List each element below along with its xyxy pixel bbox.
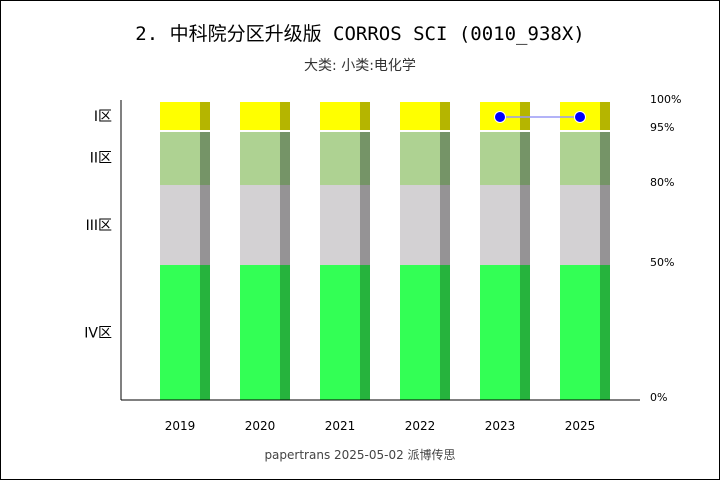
zone-label: IV区: [84, 326, 112, 342]
zone-label: III区: [86, 218, 112, 234]
bar-segment-side: [360, 185, 370, 265]
footer: papertrans 2025-05-02 派博传思: [264, 447, 455, 462]
bar-segment-side: [280, 265, 290, 400]
right-tick-label: 80%: [650, 176, 674, 189]
bar-segment-side: [280, 132, 290, 185]
x-tick-label: 2021: [325, 419, 356, 433]
bar-segment-side: [600, 132, 610, 185]
x-tick-label: 2022: [405, 419, 436, 433]
bar-segment-side: [360, 132, 370, 185]
bar-segment-side: [200, 265, 210, 400]
bar-segment-side: [200, 185, 210, 265]
bar-segment: [160, 132, 200, 185]
bar-segment: [160, 102, 200, 130]
x-tick-label: 2025: [565, 419, 596, 433]
bar-segment-side: [360, 102, 370, 130]
bar-segment-side: [200, 132, 210, 185]
bar-segment: [240, 265, 280, 400]
zone-label: II区: [90, 151, 112, 167]
bar-segment-side: [440, 185, 450, 265]
bar-segment-side: [280, 185, 290, 265]
bar-segment-side: [280, 102, 290, 130]
bar-segment: [560, 132, 600, 185]
bar-segment-side: [440, 265, 450, 400]
bar-segment: [240, 185, 280, 265]
bar-segment: [320, 185, 360, 265]
bar-segment-side: [440, 102, 450, 130]
bar-segment-side: [200, 102, 210, 130]
bar-segment: [560, 265, 600, 400]
right-tick-label: 95%: [650, 121, 674, 134]
chart-subtitle: 大类: 小类:电化学: [304, 58, 416, 74]
bar-segment-side: [600, 185, 610, 265]
right-tick-label: 100%: [650, 93, 681, 106]
right-tick-label: 50%: [650, 256, 674, 269]
x-tick-label: 2019: [165, 419, 196, 433]
zone-marker: [494, 111, 506, 123]
bar-segment-side: [360, 265, 370, 400]
zone-marker: [574, 111, 586, 123]
bar-segment: [400, 132, 440, 185]
chart-title: 2. 中科院分区升级版 CORROS SCI (0010_938X): [135, 23, 584, 45]
x-tick-label: 2023: [485, 419, 516, 433]
bar-segment: [320, 102, 360, 130]
bar-segment: [480, 265, 520, 400]
bar-segment-side: [600, 265, 610, 400]
bar-segment: [320, 265, 360, 400]
bar-segment: [240, 102, 280, 130]
bar-segment: [480, 185, 520, 265]
bar-segment: [400, 102, 440, 130]
bar-segment: [160, 185, 200, 265]
bar-segment: [320, 132, 360, 185]
bar-segment-side: [520, 265, 530, 400]
bar-segment-side: [600, 102, 610, 130]
bar-segment-side: [520, 132, 530, 185]
bar-segment-side: [520, 185, 530, 265]
bar-segment: [160, 265, 200, 400]
bar-segment: [400, 265, 440, 400]
right-tick-label: 0%: [650, 391, 667, 404]
bar-segment: [240, 132, 280, 185]
zone-label: I区: [94, 109, 112, 125]
bar-segment-side: [520, 102, 530, 130]
x-tick-label: 2020: [245, 419, 276, 433]
bar-segment: [560, 185, 600, 265]
bar-segment-side: [440, 132, 450, 185]
bar-segment: [400, 185, 440, 265]
bar-segment: [480, 132, 520, 185]
